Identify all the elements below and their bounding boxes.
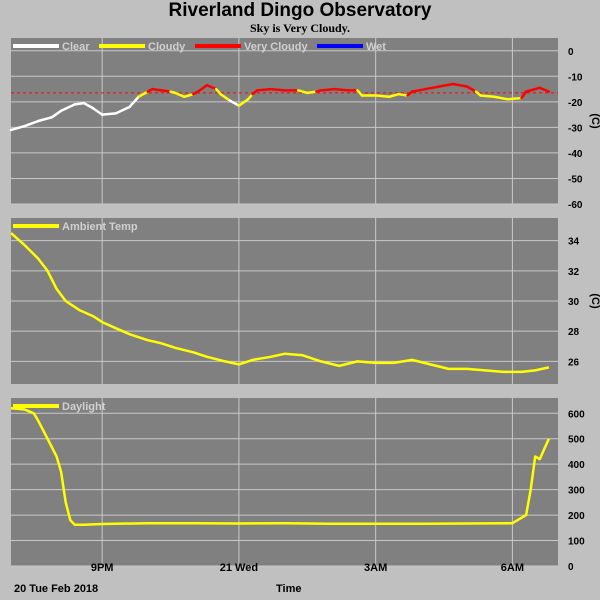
y-tick-label: 0 [568,47,574,58]
time-axis-label: Time [276,583,302,595]
data-line [10,232,550,374]
data-segment [524,86,542,93]
y-axis-label: (C) [589,293,600,309]
data-segment [506,96,523,101]
data-segment [23,119,40,128]
data-segment [492,95,510,101]
data-segment [219,92,232,102]
sky-status: Sky is Very Cloudy. [249,21,351,35]
data-segment [333,87,350,92]
x-tick-label: 21 Wed [220,562,258,572]
data-segment [205,83,218,91]
data-segment [538,86,551,93]
data-segment [73,101,86,106]
data-segment [479,94,496,98]
data-segment [237,98,250,107]
legend-label: Very Cloudy [244,41,308,53]
data-segment [306,90,318,95]
x-tick-label: 3AM [364,562,387,572]
data-segment [182,92,195,98]
data-segment [397,92,409,97]
data-segment [269,87,286,92]
data-segment [255,87,273,92]
data-segment [451,82,469,88]
x-tick-label: 6AM [501,562,524,572]
data-line [10,406,551,527]
data-segment [100,112,118,116]
legend-label: Clear [62,41,90,53]
data-segment [296,89,309,95]
data-segment [151,87,163,92]
y-tick-label: 100 [568,537,585,548]
y-tick-label: -10 [568,72,583,83]
y-tick-label: 500 [568,435,585,446]
y-tick-label: 28 [568,327,580,338]
data-segment [137,90,149,98]
data-segment [59,103,77,113]
data-segment [82,101,95,110]
data-segment [37,115,54,123]
sky-temp-chart: 0 -10 -20 -30 -40 -50 -60 (C) Clear Cloudy Very Cl… [9,38,600,210]
data-segment [160,89,172,93]
y-tick-label: 0 [568,562,574,572]
ambient-temp-panel: 34 32 30 28 26 (C) Ambient Temp [7,214,600,390]
data-segment [91,106,104,116]
ambient-temp-chart: 34 32 30 28 26 (C) Ambient Temp [10,218,600,384]
data-segment [319,87,336,92]
y-axis-label: (C) [589,113,600,129]
data-segment [520,90,528,100]
data-segment [50,109,63,119]
y-tick-label: 600 [568,409,585,420]
y-tick-label: 32 [568,267,580,278]
data-segment [410,87,428,93]
data-segment [424,85,441,91]
y-tick-label: -60 [568,200,583,210]
y-tick-label: -40 [568,149,583,160]
data-segment [173,91,186,98]
y-tick-label: 400 [568,460,585,471]
page-title: Riverland Dingo Observatory [168,0,432,21]
y-tick-label: 30 [568,297,580,308]
y-tick-label: -50 [568,174,583,185]
legend-label: Ambient Temp [62,221,138,233]
y-tick-label: 300 [568,486,585,497]
legend-label: Daylight [62,401,106,413]
data-segment [128,95,140,109]
sky-temp-panel: 0 -10 -20 -30 -40 -50 -60 (C) Clear Cloudy Very Cl… [7,34,600,210]
x-tick-label: 9PM [91,562,114,572]
y-tick-label: 26 [568,357,580,368]
plot-area [11,38,558,204]
data-segment [196,83,209,93]
data-segment [228,99,241,107]
data-segment [438,82,455,88]
legend-label: Cloudy [148,41,186,53]
data-segment [9,124,26,132]
y-tick-label: -20 [568,98,583,109]
data-segment [388,92,400,98]
y-tick-label: -30 [568,123,583,134]
data-segment [465,85,478,93]
y-tick-label: 200 [568,511,585,522]
y-tick-label: 34 [568,237,580,248]
daylight-chart: 600 500 400 300 200 100 0 Daylight 9PM 21 Wed 3AM 6… [10,398,585,572]
legend-label: Wet [366,41,386,53]
data-segment [114,105,131,115]
data-segment [374,94,391,98]
date-label: 20 Tue Feb 2018 [14,583,99,595]
daylight-panel: 600 500 400 300 200 100 0 Daylight 9PM 21 Wed 3AM 6… [7,394,600,572]
